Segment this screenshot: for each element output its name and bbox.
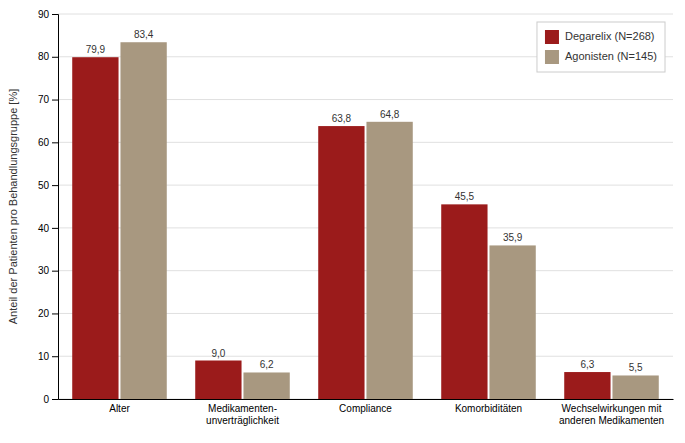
- y-tick: 60: [38, 137, 58, 148]
- y-tick: 70: [38, 94, 58, 105]
- y-tick-label: 10: [38, 351, 50, 362]
- x-tick: Compliance: [339, 403, 392, 414]
- bars: [72, 42, 659, 399]
- bar: [72, 57, 118, 399]
- y-tick-mark: [52, 185, 58, 186]
- y-tick-label: 40: [38, 223, 50, 234]
- plot: 0 10 20 30 40 50 60 70 80 90 Alter Medikamenten-unv…: [38, 9, 674, 426]
- bar: [243, 372, 289, 399]
- data-label: 64,8: [380, 109, 400, 120]
- x-tick: Alter: [109, 403, 130, 414]
- y-tick-mark: [52, 356, 58, 357]
- y-tick: 50: [38, 180, 58, 191]
- y-tick-mark: [52, 57, 58, 58]
- y-tick-mark: [52, 14, 58, 15]
- data-label: 6,3: [580, 359, 594, 370]
- data-label: 45,5: [455, 191, 475, 202]
- y-tick-mark: [52, 399, 58, 400]
- x-tick-label: Compliance: [339, 403, 392, 414]
- y-tick-label: 0: [43, 394, 49, 405]
- y-tick-label: 60: [38, 137, 50, 148]
- y-tick-mark: [52, 142, 58, 143]
- y-tick: 20: [38, 308, 58, 319]
- x-axis: Alter Medikamenten-unverträglichkeit Compl…: [59, 400, 674, 426]
- data-label: 9,0: [211, 348, 225, 359]
- bar: [366, 122, 412, 399]
- y-tick-mark: [52, 271, 58, 272]
- legend-box: [537, 22, 665, 72]
- y-axis-title: Anteil der Patienten pro Behandlungsgrup…: [7, 89, 19, 324]
- data-label: 5,5: [629, 362, 643, 373]
- x-tick-label: Wechselwirkungen mitanderen Medikamenten: [559, 403, 664, 426]
- bar: [120, 42, 166, 399]
- y-tick-label: 30: [38, 265, 50, 276]
- bar: [195, 361, 241, 400]
- legend-label: Degarelix (N=268): [565, 30, 655, 42]
- data-label: 79,9: [86, 44, 106, 55]
- y-tick-mark: [52, 100, 58, 101]
- y-tick-label: 70: [38, 94, 50, 105]
- y-tick-label: 90: [38, 9, 50, 20]
- data-labels: 79,9 9,0 63,8 45,5 6,3 83,4 6,2 64,8 35,9 5,5: [86, 29, 643, 373]
- y-tick-mark: [52, 228, 58, 229]
- legend-swatch: [545, 50, 559, 64]
- y-tick-label: 50: [38, 180, 50, 191]
- chart: 0 10 20 30 40 50 60 70 80 90 Alter Medikamenten-unv…: [0, 0, 685, 443]
- data-label: 6,2: [260, 359, 274, 370]
- data-label: 63,8: [332, 113, 352, 124]
- bar: [612, 375, 658, 399]
- y-axis: 0 10 20 30 40 50 60 70 80 90: [38, 9, 59, 405]
- y-tick: 40: [38, 223, 58, 234]
- y-tick-label: 80: [38, 51, 50, 62]
- legend: Degarelix (N=268) Agonisten (N=145): [537, 22, 665, 72]
- y-tick-label: 20: [38, 308, 50, 319]
- x-axis-line: [59, 399, 674, 400]
- grid: [58, 14, 673, 399]
- bar: [441, 204, 487, 399]
- y-tick: 30: [38, 265, 58, 276]
- bar: [318, 126, 364, 399]
- y-tick: 80: [38, 51, 58, 62]
- y-tick: 0: [43, 394, 58, 405]
- x-tick-label: Medikamenten-unverträglichkeit: [206, 403, 279, 426]
- x-tick: Komorbiditäten: [455, 403, 522, 414]
- x-tick-label: Alter: [109, 403, 130, 414]
- y-tick: 90: [38, 9, 58, 20]
- legend-swatch: [545, 30, 559, 44]
- bar: [564, 372, 610, 399]
- legend-label: Agonisten (N=145): [565, 50, 657, 62]
- data-label: 83,4: [134, 29, 154, 40]
- y-axis-line: [52, 15, 59, 400]
- grid-line: [58, 14, 673, 15]
- bar: [489, 245, 535, 399]
- y-tick: 10: [38, 351, 58, 362]
- x-tick: Medikamenten-unverträglichkeit: [206, 403, 279, 426]
- x-tick: Wechselwirkungen mitanderen Medikamenten: [559, 403, 664, 426]
- data-label: 35,9: [503, 232, 523, 243]
- y-tick-mark: [52, 313, 58, 314]
- x-tick-label: Komorbiditäten: [455, 403, 522, 414]
